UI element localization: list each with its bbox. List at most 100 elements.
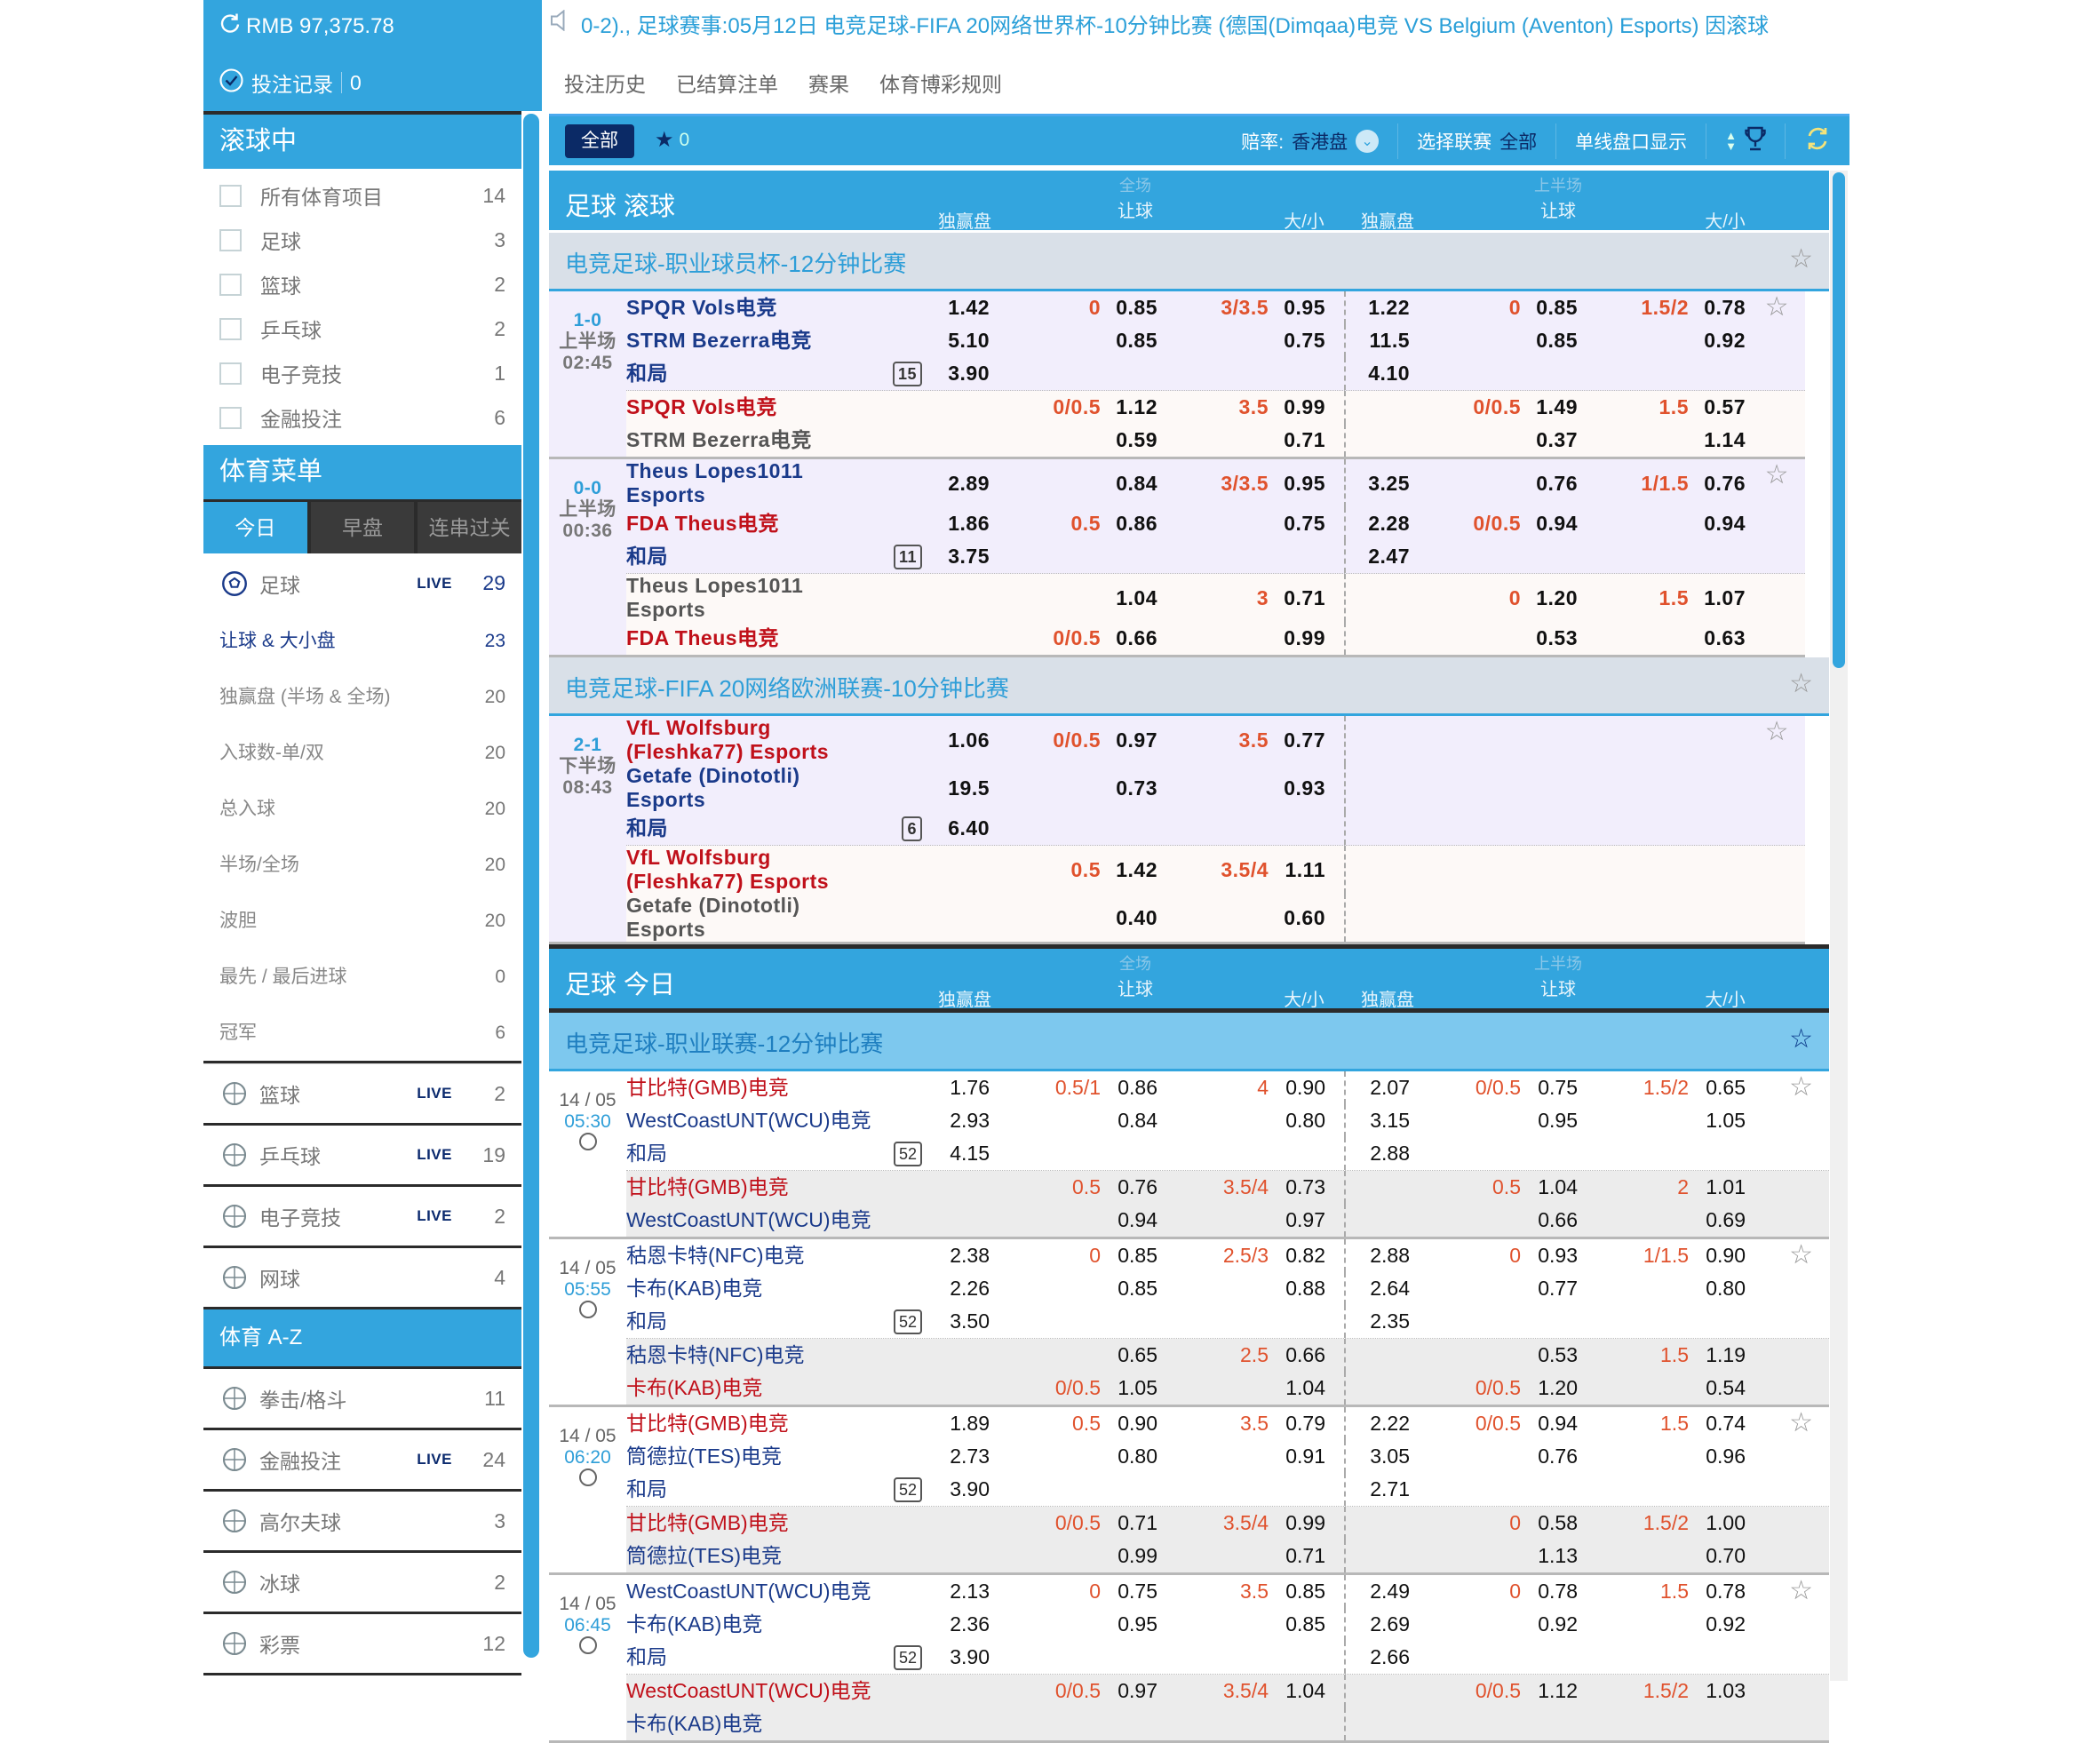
odds-value[interactable]: 4.10 [1368,362,1410,385]
league-header[interactable]: 电竞足球-职业联赛-12分钟比赛 ☆ [549,1013,1829,1071]
more-markets-button[interactable]: 15 [892,361,922,386]
odds-value[interactable]: 0.85 [1536,296,1578,319]
odds-value[interactable]: 2.35 [1370,1309,1410,1333]
odds-value[interactable]: 1.76 [950,1076,990,1099]
live-filter-item[interactable]: 金融投注 6 [203,395,521,440]
soccer-market-item[interactable]: 让球 & 大小盘 23 [203,613,521,669]
odds-value[interactable]: 2.73 [950,1445,990,1468]
checkbox[interactable] [219,184,242,207]
main-scrollbar[interactable] [1830,171,1848,1681]
odds-value[interactable]: 0.76 [1118,1175,1157,1198]
odds-value[interactable]: 1.00 [1706,1511,1746,1534]
odds-value[interactable]: 1.86 [948,512,990,535]
odds-value[interactable]: 2.64 [1370,1277,1410,1300]
odds-value[interactable]: 0.94 [1538,1412,1578,1435]
odds-value[interactable]: 1.07 [1704,585,1746,609]
checkbox[interactable] [219,228,242,251]
odds-value[interactable]: 2.88 [1370,1142,1410,1165]
refresh-balance-icon[interactable] [219,12,241,40]
soccer-market-item[interactable]: 入球数-单/双 20 [203,725,521,781]
odds-value[interactable]: 2.93 [950,1109,990,1132]
odds-value[interactable]: 0.53 [1536,626,1578,649]
soccer-market-item[interactable]: 冠军 6 [203,1005,521,1061]
odds-value[interactable]: 0.95 [1284,471,1325,495]
odds-type-select[interactable]: 赔率: 香港盘 ⌄ [1222,123,1399,159]
odds-value[interactable]: 0.75 [1284,512,1325,535]
soccer-market-item[interactable]: 独赢盘 (半场 & 全场) 20 [203,669,521,725]
favorite-star-icon[interactable]: ☆ [1789,1024,1813,1054]
favorite-star-icon[interactable]: ☆ [1764,717,1789,746]
sidebar-item-sport[interactable]: 金融投注 LIVE 24 [203,1430,521,1492]
odds-value[interactable]: 3.90 [948,362,990,385]
odds-value[interactable]: 0.76 [1536,471,1578,495]
odds-value[interactable]: 1.12 [1116,395,1157,418]
odds-value[interactable]: 0.74 [1706,1412,1746,1435]
more-markets-button[interactable]: 52 [893,1476,922,1502]
odds-value[interactable]: 0.85 [1116,296,1157,319]
odds-value[interactable]: 1.04 [1285,1376,1325,1399]
odds-value[interactable]: 0.75 [1284,329,1325,352]
odds-value[interactable]: 0.95 [1538,1109,1578,1132]
odds-value[interactable]: 1.04 [1285,1679,1325,1702]
odds-value[interactable]: 0.60 [1284,905,1325,929]
odds-value[interactable]: 2.38 [950,1244,990,1267]
odds-value[interactable]: 0.78 [1538,1580,1578,1603]
odds-value[interactable]: 0.88 [1285,1277,1325,1300]
odds-value[interactable]: 0.73 [1116,776,1157,800]
favorite-star-icon[interactable]: ☆ [1789,1576,1813,1605]
odds-value[interactable]: 1.04 [1538,1175,1578,1198]
sidebar-item-sport[interactable]: 高尔夫球 3 [203,1492,521,1553]
live-filter-item[interactable]: 乒乓球 2 [203,306,521,351]
odds-value[interactable]: 1.11 [1285,857,1325,881]
odds-value[interactable]: 3.05 [1370,1445,1410,1468]
odds-value[interactable]: 0.71 [1285,1544,1325,1567]
odds-value[interactable]: 2.28 [1368,512,1410,535]
odds-value[interactable]: 0.93 [1538,1244,1578,1267]
odds-value[interactable]: 0.66 [1285,1343,1325,1366]
odds-value[interactable]: 0.84 [1118,1109,1157,1132]
odds-value[interactable]: 0.65 [1118,1343,1157,1366]
odds-value[interactable]: 0.80 [1118,1445,1157,1468]
odds-value[interactable]: 0.86 [1116,512,1157,535]
odds-value[interactable]: 0.85 [1118,1244,1157,1267]
odds-value[interactable]: 0.80 [1706,1277,1746,1300]
odds-value[interactable]: 0.78 [1704,296,1746,319]
odds-value[interactable]: 1.01 [1706,1175,1746,1198]
odds-value[interactable]: 0.53 [1538,1343,1578,1366]
odds-value[interactable]: 0.75 [1118,1580,1157,1603]
odds-value[interactable]: 2.36 [950,1612,990,1636]
tab-parlay[interactable]: 连串过关 [418,502,522,553]
link-settled-bets[interactable]: 已结算注单 [676,73,778,96]
soccer-market-item[interactable]: 最先 / 最后进球 0 [203,949,521,1005]
league-header[interactable]: 电竞足球-FIFA 20网络欧洲联赛-10分钟比赛 ☆ [549,657,1829,716]
odds-value[interactable]: 0.86 [1118,1076,1157,1099]
link-results[interactable]: 赛果 [808,73,849,96]
odds-value[interactable]: 1.22 [1368,296,1410,319]
sidebar-item-sport[interactable]: 乒乓球 LIVE 19 [203,1126,521,1187]
league-select[interactable]: 选择联赛 全部 [1398,123,1557,159]
sidebar-scrollbar[interactable] [523,114,539,1658]
odds-value[interactable]: 3.90 [950,1477,990,1500]
odds-value[interactable]: 0.99 [1285,1511,1325,1534]
odds-value[interactable]: 0.71 [1284,428,1325,451]
odds-value[interactable]: 3.15 [1370,1109,1410,1132]
odds-value[interactable]: 0.79 [1285,1412,1325,1435]
odds-value[interactable]: 0.63 [1704,626,1746,649]
odds-value[interactable]: 0.59 [1116,428,1157,451]
sidebar-item-sport[interactable]: 冰球 2 [203,1553,521,1614]
odds-value[interactable]: 0.97 [1118,1679,1157,1702]
live-filter-item[interactable]: 篮球 2 [203,262,521,306]
odds-value[interactable]: 0.90 [1285,1076,1325,1099]
odds-value[interactable]: 0.94 [1536,512,1578,535]
odds-value[interactable]: 0.92 [1704,329,1746,352]
favorite-star-icon[interactable]: ☆ [1764,292,1789,322]
live-filter-item[interactable]: 所有体育项目 14 [203,173,521,218]
odds-value[interactable]: 0.95 [1284,296,1325,319]
odds-value[interactable]: 0.76 [1538,1445,1578,1468]
odds-value[interactable]: 0.97 [1116,728,1157,752]
odds-value[interactable]: 0.90 [1706,1244,1746,1267]
sidebar-item-sport[interactable]: 篮球 LIVE 2 [203,1064,521,1126]
odds-value[interactable]: 0.65 [1706,1076,1746,1099]
favorite-star-icon[interactable]: ☆ [1789,669,1813,698]
odds-value[interactable]: 0.90 [1118,1412,1157,1435]
